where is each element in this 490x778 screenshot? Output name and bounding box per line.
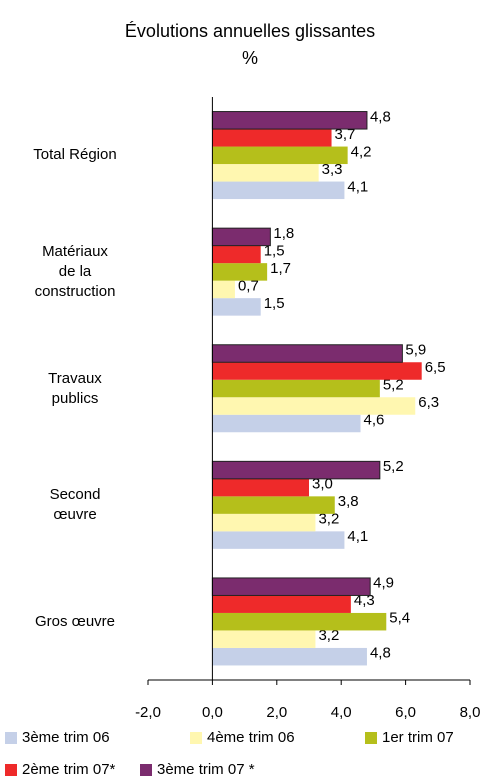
- value-label: 4,6: [364, 411, 385, 428]
- bar: [212, 181, 345, 200]
- legend-swatch: [5, 732, 17, 744]
- legend-swatch: [190, 732, 202, 744]
- bar: [212, 379, 380, 398]
- bar: [212, 414, 361, 433]
- bar: [211, 577, 371, 596]
- value-label: 1,7: [270, 260, 291, 277]
- bar: [212, 513, 316, 532]
- value-label: 6,3: [418, 394, 439, 411]
- bar: [212, 496, 335, 514]
- category-label: Second œuvre: [49, 486, 101, 524]
- legend-label: 3ème trim 07 *: [157, 761, 255, 778]
- bar: [212, 298, 261, 316]
- x-tick-label: 6,0: [395, 704, 416, 721]
- bar: [212, 612, 387, 631]
- bar: [212, 531, 345, 549]
- category-label: Travaux publics: [48, 369, 102, 407]
- category-label: Matériaux de la construction: [34, 242, 116, 300]
- legend-swatch: [140, 764, 152, 776]
- value-label: 4,8: [370, 645, 391, 662]
- value-label: 3,7: [335, 126, 356, 143]
- bar: [211, 344, 403, 363]
- x-tick-label: 2,0: [266, 704, 287, 721]
- legend-label: 2ème trim 07*: [22, 761, 116, 778]
- bar: [211, 227, 271, 247]
- value-label: 3,8: [338, 493, 359, 510]
- bar: [212, 362, 422, 380]
- value-label: 3,2: [318, 627, 339, 644]
- value-label: 0,7: [238, 277, 259, 294]
- value-label: 4,1: [347, 528, 368, 545]
- bar: [212, 478, 309, 497]
- value-label: 1,5: [264, 242, 285, 259]
- x-tick-label: 0,0: [202, 704, 223, 721]
- value-label: 5,9: [405, 341, 426, 358]
- value-label: 4,3: [354, 592, 375, 609]
- bar: [212, 647, 367, 666]
- value-label: 3,0: [312, 476, 333, 493]
- value-label: 5,2: [383, 458, 404, 475]
- x-tick-label: -2,0: [135, 704, 161, 721]
- chart-title: Évolutions annuelles glissantes: [125, 21, 375, 41]
- legend-swatch: [5, 764, 17, 776]
- bar: [212, 263, 268, 281]
- bar: [212, 129, 332, 147]
- bar: [211, 460, 381, 480]
- bar: [212, 280, 235, 299]
- value-label: 1,5: [264, 295, 285, 312]
- value-label: 4,9: [373, 575, 394, 592]
- bar: [212, 595, 351, 613]
- value-label: 4,2: [351, 143, 372, 160]
- legend-label: 4ème trim 06: [207, 729, 295, 746]
- bar: [212, 397, 416, 415]
- value-label: 4,1: [347, 178, 368, 195]
- value-label: 3,2: [318, 511, 339, 528]
- value-label: 6,5: [425, 359, 446, 376]
- legend-label: 3ème trim 06: [22, 729, 110, 746]
- value-label: 5,2: [383, 376, 404, 393]
- bar: [212, 245, 261, 264]
- bar: [212, 146, 348, 165]
- bar: [212, 164, 319, 182]
- category-label: Gros œuvre: [34, 612, 115, 630]
- value-label: 4,8: [370, 108, 391, 125]
- chart-subtitle: %: [242, 48, 258, 68]
- x-tick-label: 8,0: [460, 704, 481, 721]
- legend-label: 1er trim 07: [382, 729, 454, 746]
- legend-swatch: [365, 732, 377, 744]
- x-tick-label: 4,0: [331, 704, 352, 721]
- value-label: 3,3: [322, 161, 343, 178]
- category-label: Total Région: [33, 146, 117, 164]
- value-label: 5,4: [389, 610, 410, 627]
- value-label: 1,8: [273, 225, 294, 242]
- bar: [212, 630, 316, 648]
- bar: [211, 111, 368, 130]
